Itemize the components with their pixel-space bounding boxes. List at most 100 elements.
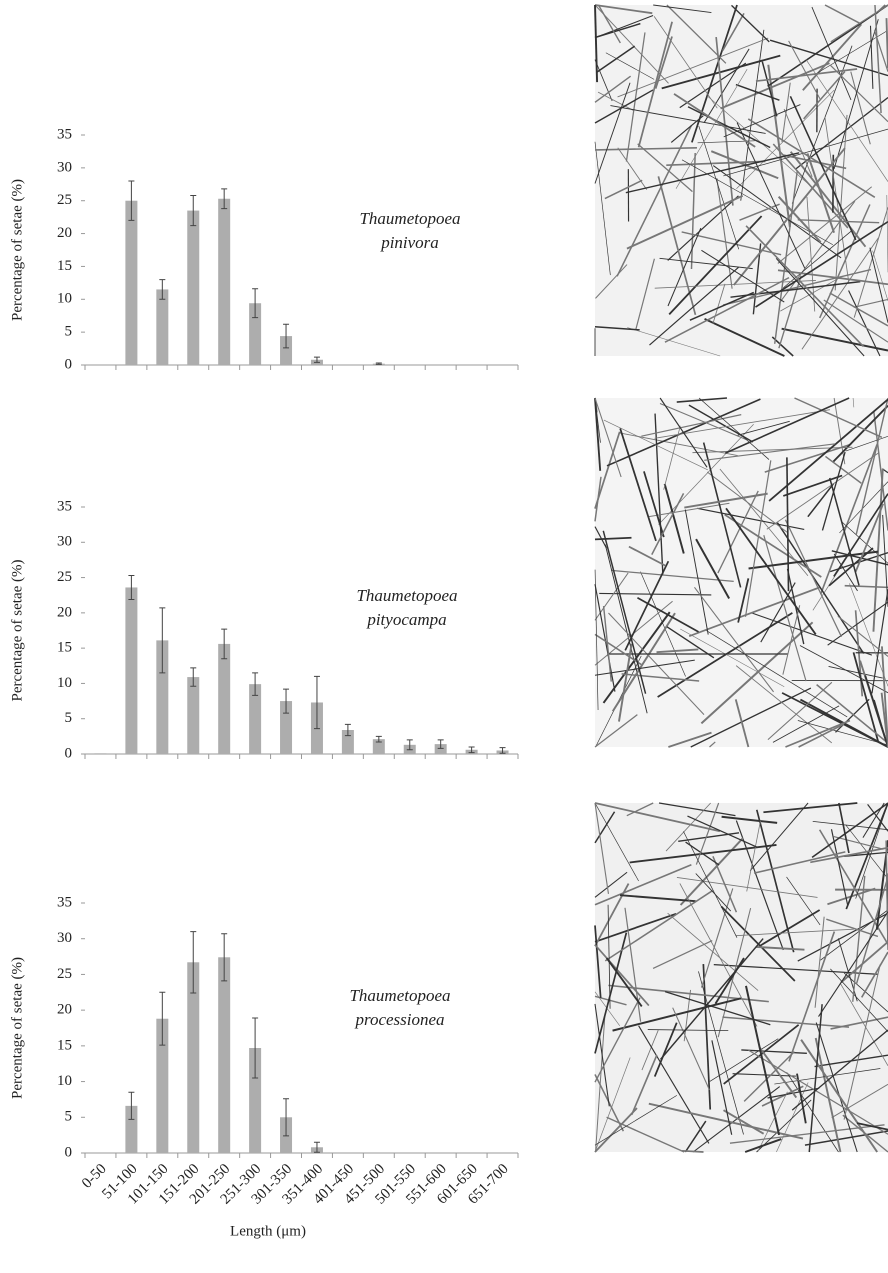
seta	[752, 243, 762, 315]
seta	[814, 31, 887, 76]
seta	[700, 888, 734, 988]
error-bar	[128, 574, 135, 600]
seta	[780, 277, 840, 312]
seta	[845, 435, 888, 452]
seta	[594, 811, 616, 844]
seta	[683, 989, 692, 1042]
seta	[819, 204, 871, 319]
seta	[696, 507, 805, 530]
seta	[702, 963, 712, 1110]
y-tick-label: 30	[57, 930, 72, 946]
title: Thaumetopoea	[349, 986, 450, 1005]
seta	[811, 6, 852, 101]
seta	[594, 82, 631, 184]
seta	[652, 940, 713, 970]
seta	[653, 1022, 678, 1077]
seta	[843, 972, 888, 1013]
seta	[594, 569, 599, 710]
seta	[602, 530, 647, 694]
seta	[807, 483, 835, 518]
seta	[704, 443, 836, 461]
y-tick-label: 15	[57, 640, 72, 656]
seta	[744, 1138, 782, 1153]
seta	[679, 62, 747, 109]
error-bar	[375, 735, 382, 743]
seta	[651, 493, 685, 556]
seta	[843, 964, 881, 1120]
seta	[852, 397, 855, 408]
bar	[249, 1048, 262, 1153]
bar	[280, 701, 293, 754]
seta	[783, 108, 813, 177]
seta	[767, 681, 833, 741]
seta	[808, 1004, 823, 1153]
seta	[725, 397, 850, 454]
y-axis-label: Percentage of setae (%)	[9, 559, 25, 701]
seta	[594, 59, 613, 102]
seta	[838, 802, 850, 854]
seta	[747, 118, 876, 198]
seta	[681, 231, 782, 256]
seta	[786, 457, 790, 592]
seta	[594, 75, 632, 103]
seta	[819, 444, 878, 595]
seta	[763, 802, 858, 814]
seta	[831, 550, 888, 566]
seta	[689, 291, 755, 321]
photos	[594, 4, 888, 1153]
seta	[828, 666, 883, 679]
seta	[735, 820, 784, 951]
seta	[627, 327, 721, 357]
seta	[612, 997, 742, 1032]
seta	[594, 1057, 631, 1153]
bar	[156, 1018, 169, 1153]
seta	[594, 883, 630, 947]
seta	[837, 615, 888, 657]
seta	[743, 1051, 795, 1102]
y-tick-label: 0	[65, 356, 73, 372]
seta	[673, 93, 756, 148]
seta	[638, 1025, 710, 1144]
bar	[156, 640, 169, 754]
seta	[701, 249, 785, 303]
seta	[654, 36, 673, 89]
seta	[617, 37, 769, 98]
error-bar	[313, 1141, 320, 1153]
seta	[608, 612, 705, 715]
seta	[733, 147, 846, 286]
seta	[676, 397, 728, 403]
seta	[833, 553, 858, 592]
seta	[594, 147, 697, 151]
seta	[641, 1030, 659, 1071]
seta	[784, 519, 843, 638]
seta	[706, 95, 811, 186]
seta	[794, 397, 883, 438]
y-axis-label: Percentage of setae (%)	[9, 957, 25, 1099]
seta	[656, 648, 699, 654]
seta	[635, 258, 655, 330]
seta	[594, 944, 650, 1007]
seta	[736, 89, 835, 190]
seta	[749, 802, 809, 872]
error-bar	[344, 723, 351, 737]
seta	[604, 889, 714, 962]
seta	[594, 141, 611, 276]
seta	[594, 802, 721, 833]
seta	[789, 151, 867, 248]
seta	[814, 1037, 842, 1153]
seta	[854, 503, 884, 573]
seta	[716, 178, 733, 289]
seta	[756, 1099, 812, 1153]
seta	[702, 442, 742, 588]
seta	[619, 428, 657, 542]
error-bar	[283, 323, 290, 349]
seta	[667, 227, 702, 307]
seta	[741, 1049, 807, 1054]
seta	[867, 803, 888, 832]
seta	[594, 633, 642, 666]
seta	[826, 918, 879, 938]
seta	[630, 1054, 658, 1116]
seta	[872, 250, 888, 301]
seta	[725, 507, 817, 635]
seta	[830, 1016, 888, 1030]
